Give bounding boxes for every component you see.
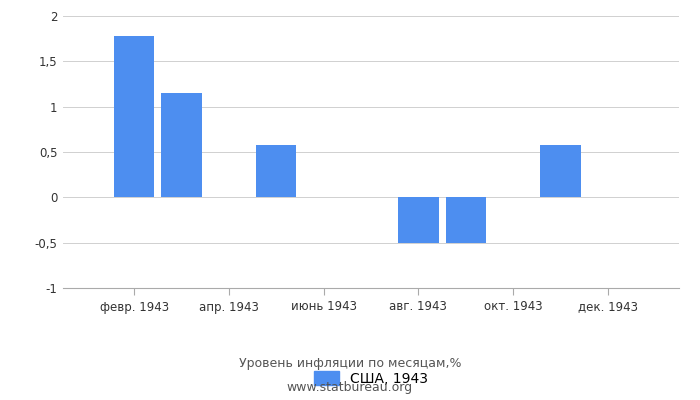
Bar — [398, 197, 438, 243]
Bar — [161, 93, 202, 197]
Bar — [256, 145, 296, 197]
Bar — [114, 36, 154, 197]
Bar — [540, 145, 581, 197]
Bar — [446, 197, 486, 243]
Text: www.statbureau.org: www.statbureau.org — [287, 382, 413, 394]
Text: Уровень инфляции по месяцам,%: Уровень инфляции по месяцам,% — [239, 358, 461, 370]
Legend: США, 1943: США, 1943 — [314, 371, 428, 386]
